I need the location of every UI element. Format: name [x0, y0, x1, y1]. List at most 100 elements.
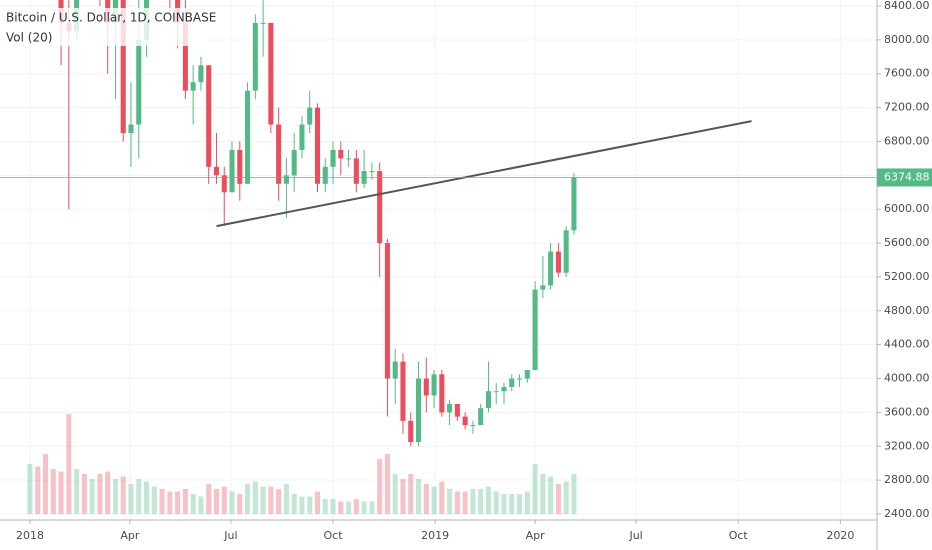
y-tick-label: 2400.00 [884, 507, 930, 520]
candle-body [377, 171, 383, 244]
volume-bar [105, 471, 111, 514]
volume-bar [493, 491, 499, 514]
volume-bar [470, 489, 476, 514]
x-tick-label: Jul [628, 529, 642, 542]
volume-bar [509, 494, 515, 514]
x-tick-label: Apr [120, 529, 140, 542]
volume-bar [501, 494, 507, 514]
candle-body [213, 166, 220, 176]
volume-bar [229, 491, 235, 514]
volume-bar [136, 479, 142, 514]
grid [0, 0, 877, 520]
volume-bar [206, 484, 212, 514]
candle-body [415, 378, 422, 443]
x-tick-label: Oct [324, 529, 344, 542]
volume-bar [213, 489, 220, 514]
volume-bar [330, 499, 336, 514]
candle-body [190, 82, 196, 91]
volume-bar [283, 484, 289, 514]
volume-bar [190, 494, 196, 514]
candle-body [384, 243, 390, 379]
volume-bar [237, 494, 243, 514]
volume-bar [128, 484, 134, 514]
candle-body [563, 230, 569, 273]
trend-line [216, 120, 752, 228]
y-tick-label: 5200.00 [884, 270, 930, 283]
y-tick-label: 6800.00 [884, 134, 930, 147]
candle-body [128, 124, 134, 133]
volume-bar [66, 414, 72, 514]
volume-bar [485, 486, 491, 514]
candle-body [517, 378, 523, 380]
volume-bar [89, 479, 95, 514]
candle-body [485, 391, 491, 409]
volume-bar [260, 486, 266, 514]
volume-bar [245, 484, 251, 514]
y-tick-label: 8400.00 [884, 0, 930, 12]
candle-body [447, 403, 453, 413]
volume-bar [198, 496, 204, 514]
volume-bar [35, 466, 41, 514]
volume-bar [524, 491, 530, 514]
volume-bar [120, 476, 126, 514]
candle-body [237, 149, 243, 184]
volume-bar [555, 484, 561, 514]
volume-bar [540, 474, 546, 514]
x-tick-label: 2018 [16, 529, 44, 542]
volume-bar [58, 471, 64, 514]
chart-title: Bitcoin / U.S. Dollar, 1D, COINBASE [6, 11, 216, 25]
x-tick-label: Jul [223, 529, 237, 542]
candle-body [532, 289, 538, 371]
volume-bar [353, 499, 359, 514]
candle-body [198, 65, 204, 83]
volume-bar [415, 479, 422, 514]
volume-bar [299, 496, 305, 514]
y-tick-label: 4400.00 [884, 338, 930, 351]
candle-body [462, 416, 468, 426]
candle-body [470, 425, 476, 427]
candle-body [299, 124, 305, 150]
candle-body [353, 158, 359, 184]
volume-bar [431, 486, 437, 514]
volume-bar [307, 496, 313, 514]
candle-body [346, 158, 352, 160]
volume-bar [159, 489, 165, 514]
x-tick-label: 2020 [826, 529, 854, 542]
volume-bar [447, 489, 453, 514]
candle-body [439, 374, 445, 413]
volume-bar [167, 491, 173, 514]
volume-bar [151, 486, 157, 514]
volume-label: Vol (20) [6, 31, 52, 45]
candle-body [322, 166, 328, 184]
volume-bar [97, 474, 103, 514]
axes: 2400.00 2800.00 3200.00 3600.00 4000.00 4400.… [16, 0, 932, 542]
candle-body [478, 408, 484, 426]
volume-bar [462, 491, 468, 514]
candle-body [392, 361, 398, 379]
y-tick-label: 5600.00 [884, 236, 930, 249]
candle-body [369, 171, 375, 173]
volume-bar [392, 474, 398, 514]
plot-area [0, 0, 877, 514]
candle-body [120, 0, 126, 133]
volume-bar [563, 481, 569, 514]
volume-bar [42, 454, 49, 514]
volume-bar [532, 464, 538, 514]
candle-body [260, 22, 266, 24]
last-price-tag [877, 168, 932, 187]
volume-bar [346, 501, 352, 514]
volume-bar [27, 464, 33, 514]
candle-body [571, 177, 577, 231]
x-tick-label: Apr [526, 529, 546, 542]
candle-body [408, 420, 414, 443]
candle-body [493, 391, 499, 393]
candle-body [206, 65, 212, 167]
candle-body [338, 149, 344, 159]
candle-body [330, 149, 336, 167]
candle-body [431, 374, 437, 396]
volume-bar [50, 469, 56, 514]
candle-body [555, 251, 561, 273]
volume-bar [478, 489, 484, 514]
volume-bar [322, 499, 328, 514]
volume-bar [182, 489, 188, 514]
